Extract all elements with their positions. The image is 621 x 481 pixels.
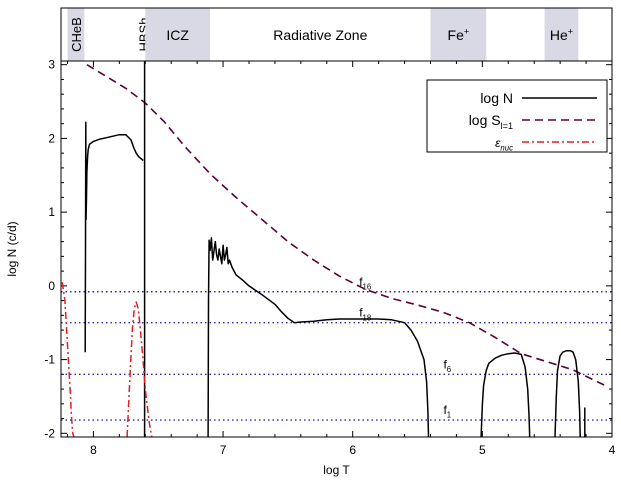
zone-label-3: Radiative Zone	[273, 27, 367, 43]
x-tick-label: 7	[220, 443, 227, 457]
y-tick-label: 2	[48, 131, 55, 145]
series-eps_shell	[126, 301, 153, 437]
series-logN_rad	[207, 237, 430, 437]
zone-shade-0	[67, 8, 85, 61]
zone-label-5: He+	[550, 26, 573, 43]
y-tick-label: 3	[48, 58, 55, 72]
x-tick-label: 6	[349, 443, 356, 457]
zone-shade-2	[145, 8, 211, 61]
zone-label-4: Fe+	[448, 26, 470, 43]
frequency-label-f18: f18	[359, 306, 371, 323]
y-tick-label: -2	[44, 426, 55, 440]
zone-shade-5	[544, 8, 579, 61]
y-tick-label: -1	[44, 353, 55, 367]
zone-shade-4	[430, 8, 487, 61]
plot-frame	[60, 60, 613, 438]
x-tick-label: 5	[479, 443, 486, 457]
series-logN_fe	[480, 352, 531, 437]
legend-label-logS: log Sl=1	[469, 112, 513, 131]
x-tick-label: 4	[609, 443, 616, 457]
series-group	[61, 61, 609, 437]
series-eps_core	[61, 282, 75, 437]
x-axis-label: log T	[323, 463, 350, 477]
y-tick-label: 1	[48, 205, 55, 219]
frequency-label-f16: f16	[359, 275, 371, 292]
y-tick-label: 0	[48, 279, 55, 293]
legend-label-logN: log N	[480, 90, 513, 106]
legend-box	[426, 79, 608, 153]
frequency-label-f1: f1	[443, 403, 451, 420]
series-logS	[86, 64, 609, 388]
series-logN_cheb	[84, 121, 144, 353]
x-tick-label: 8	[90, 443, 97, 457]
series-logN_he	[554, 349, 581, 437]
zone-label-2: ICZ	[166, 27, 189, 43]
y-axis-label: log N (c/d)	[5, 221, 19, 276]
zone-label-0: CHeB	[69, 17, 84, 52]
frequency-label-f6: f6	[443, 357, 451, 374]
legend-label-eps: εnuc	[495, 136, 513, 153]
